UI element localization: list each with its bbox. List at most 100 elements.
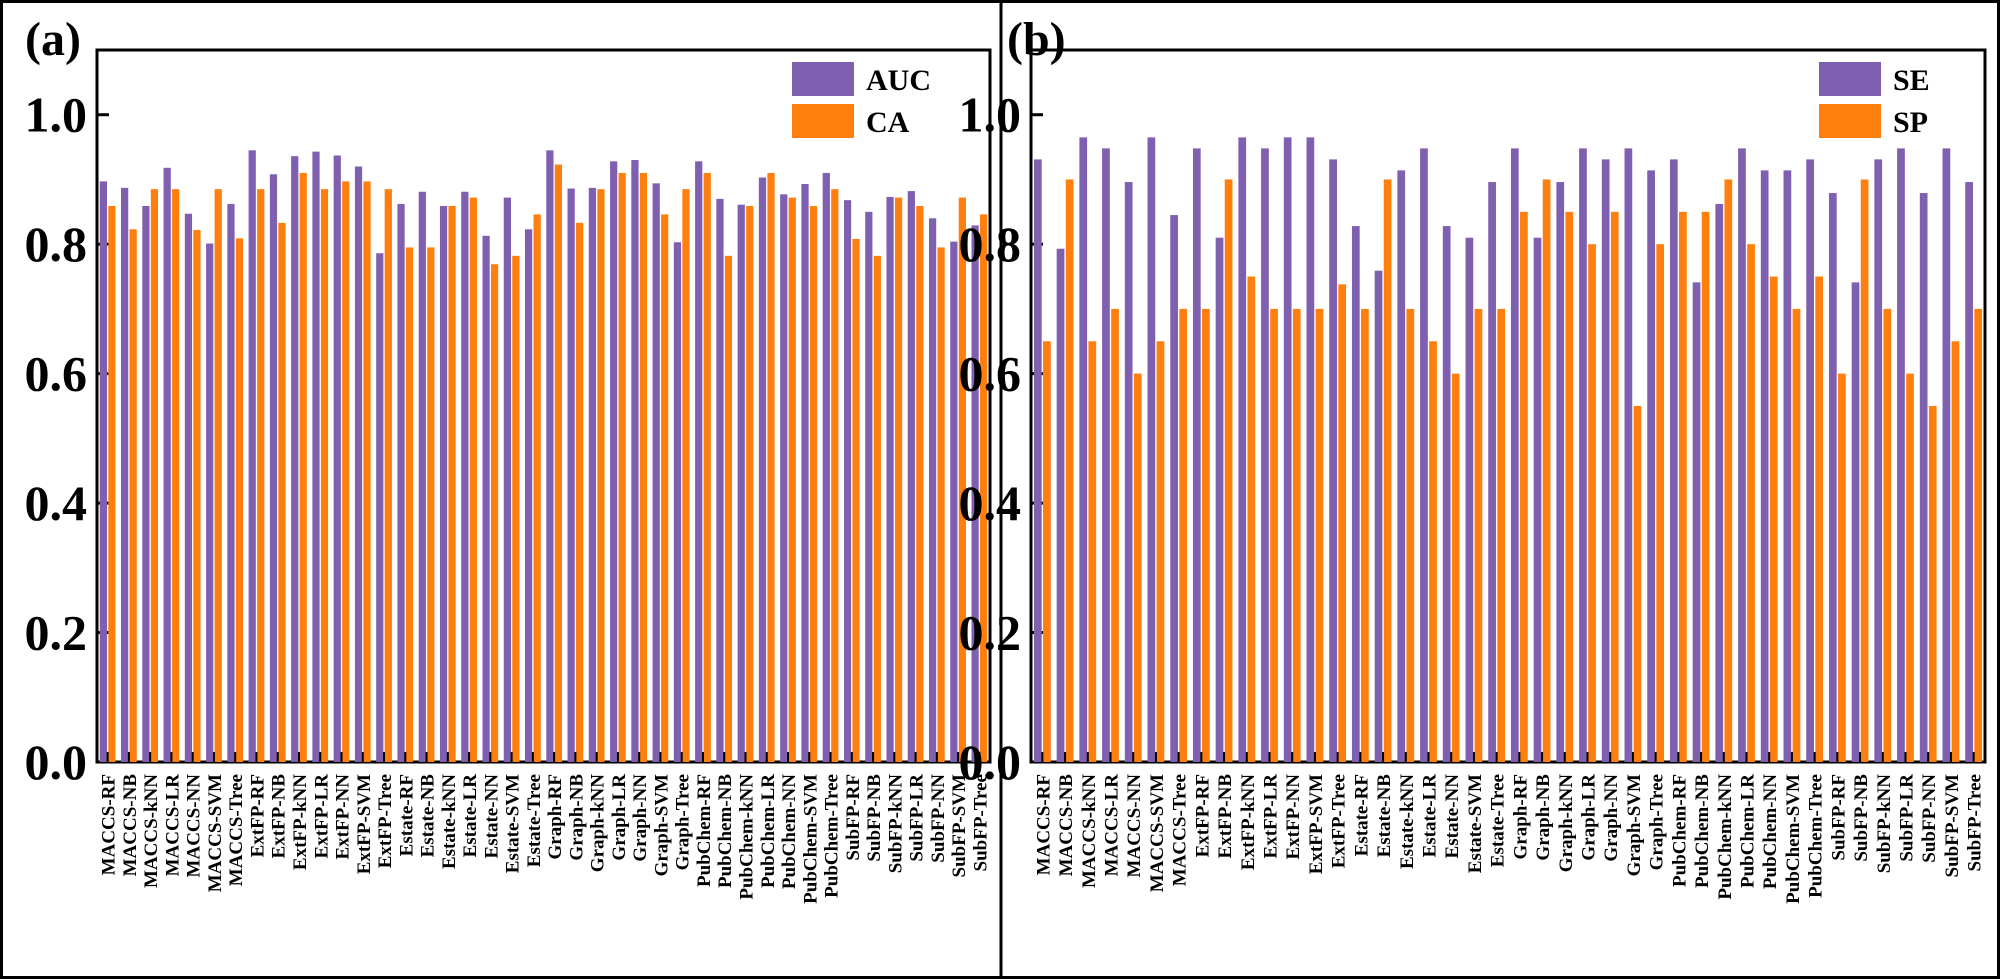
bar-sp-subfp-svm <box>1951 341 1960 762</box>
bar-sp-graph-svm <box>1633 406 1642 762</box>
bar-ca-pubchem-nn <box>788 197 796 762</box>
x-tick-label: Graph-Tree <box>1647 774 1668 870</box>
x-tick-label: PubChem-NB <box>1692 774 1713 888</box>
bar-auc-graph-rf <box>546 150 554 762</box>
bar-auc-graph-svm <box>652 183 660 762</box>
bar-ca-subfp-tree <box>980 214 988 762</box>
x-tick-label: MACCS-NN <box>1124 774 1145 878</box>
bar-se-pubchem-svm <box>1783 170 1792 763</box>
bar-sp-subfp-lr <box>1906 373 1914 762</box>
x-tick-label: Graph-LR <box>609 774 630 861</box>
bar-se-extfp-knn <box>1238 137 1247 762</box>
x-tick-label: ExtFP-RF <box>1192 774 1213 857</box>
bar-ca-maccs-svm <box>214 189 222 762</box>
bar-sp-maccs-nb <box>1065 179 1074 763</box>
bar-sp-extfp-svm <box>1315 308 1324 762</box>
plot-frame <box>95 48 992 764</box>
bar-ca-pubchem-svm <box>809 205 818 762</box>
x-tick-label: SubFP-SVM <box>949 774 970 878</box>
x-tick-label: ExtFP-SVM <box>1306 774 1327 874</box>
x-tick-label: PubChem-Tree <box>1806 774 1827 898</box>
x-tick-label: MACCS-NN <box>184 774 205 878</box>
x-tick-label: SubFP-RF <box>1828 774 1849 861</box>
bar-ca-pubchem-nb <box>724 255 733 762</box>
y-tick-label: 1.0 <box>959 87 1022 143</box>
x-tick-label: Graph-NB <box>566 774 587 861</box>
bar-se-estate-svm <box>1465 237 1474 762</box>
x-tick-label: PubChem-kNN <box>1715 774 1736 900</box>
bar-se-maccs-nb <box>1056 248 1065 763</box>
bar-ca-subfp-nb <box>873 255 881 762</box>
bar-sp-subfp-knn <box>1883 308 1892 762</box>
bar-ca-estate-svm <box>512 255 520 762</box>
bar-sp-pubchem-lr <box>1747 244 1755 762</box>
x-tick-label: Graph-kNN <box>1556 774 1577 872</box>
bar-ca-estate-tree <box>533 214 541 762</box>
x-tick-label: ExtFP-NB <box>1215 774 1236 859</box>
x-tick-label: PubChem-SVM <box>800 774 821 904</box>
bar-sp-estate-nb <box>1383 179 1392 763</box>
bar-auc-maccs-nn <box>184 213 193 762</box>
legend-label-ca: CA <box>866 106 910 139</box>
bar-ca-subfp-lr <box>916 205 924 762</box>
x-tick-label: Estate-RF <box>1351 774 1372 856</box>
bar-se-maccs-nn <box>1124 182 1133 762</box>
bar-auc-estate-lr <box>461 191 469 762</box>
y-tick-label: 0.2 <box>25 605 88 661</box>
y-tick-label: 0.6 <box>959 346 1022 402</box>
bar-auc-pubchem-lr <box>758 177 767 763</box>
bar-sp-pubchem-rf <box>1679 211 1687 762</box>
bar-auc-estate-svm <box>503 197 511 762</box>
bar-auc-subfp-knn <box>886 196 894 762</box>
bar-se-subfp-knn <box>1874 159 1883 762</box>
y-tick-label: 0.2 <box>959 605 1022 661</box>
x-tick-label: Graph-NB <box>1533 774 1554 861</box>
bar-se-extfp-nn <box>1283 137 1292 762</box>
bar-se-graph-rf <box>1510 148 1519 763</box>
y-tick-label: 1.0 <box>25 87 88 143</box>
x-tick-label: ExtFP-SVM <box>354 774 375 874</box>
x-tick-label: PubChem-RF <box>694 774 715 887</box>
bar-ca-graph-rf <box>554 164 562 763</box>
bar-sp-maccs-knn <box>1088 341 1097 762</box>
bar-ca-graph-nn <box>639 172 648 762</box>
x-tick-label: Graph-kNN <box>588 774 609 872</box>
legend-swatch-sp <box>1819 104 1881 138</box>
legend-label-se: SE <box>1893 64 1930 97</box>
x-tick-label: ExtFP-LR <box>311 774 332 859</box>
bar-sp-graph-rf <box>1520 211 1528 762</box>
x-tick-label: ExtFP-Tree <box>1329 774 1350 868</box>
bar-auc-graph-nb <box>567 188 575 762</box>
bar-ca-maccs-tree <box>235 238 244 762</box>
bar-se-estate-knn <box>1397 170 1406 763</box>
bar-sp-graph-nb <box>1542 179 1551 763</box>
x-tick-label: Estate-kNN <box>439 774 460 869</box>
x-tick-label: Graph-SVM <box>1624 774 1645 876</box>
bar-sp-extfp-nb <box>1224 179 1233 763</box>
bar-auc-pubchem-nn <box>780 194 788 763</box>
bar-sp-extfp-rf <box>1202 308 1210 762</box>
bar-ca-subfp-knn <box>894 197 903 762</box>
bar-auc-subfp-lr <box>907 191 915 762</box>
x-tick-label: Estate-kNN <box>1397 774 1418 869</box>
bar-sp-pubchem-nn <box>1769 276 1778 762</box>
bar-sp-maccs-tree <box>1179 308 1188 762</box>
bar-ca-graph-nb <box>576 222 584 762</box>
bar-sp-subfp-nn <box>1928 406 1937 762</box>
bar-sp-estate-nn <box>1451 373 1460 762</box>
bar-se-subfp-lr <box>1897 148 1905 763</box>
bar-auc-estate-rf <box>397 204 405 762</box>
bar-auc-extfp-nb <box>269 174 278 762</box>
bar-sp-maccs-nn <box>1133 373 1142 762</box>
x-tick-label: MACCS-kNN <box>1079 774 1100 888</box>
bar-auc-subfp-nb <box>865 211 873 762</box>
bar-ca-extfp-svm <box>363 181 371 762</box>
bar-auc-graph-knn <box>588 187 597 763</box>
x-tick-label: Estate-LR <box>1420 774 1441 858</box>
bar-auc-estate-knn <box>439 205 448 762</box>
x-tick-label: SubFP-Tree <box>970 774 991 871</box>
x-tick-label: SubFP-NB <box>864 774 885 862</box>
bar-sp-pubchem-knn <box>1724 179 1733 763</box>
